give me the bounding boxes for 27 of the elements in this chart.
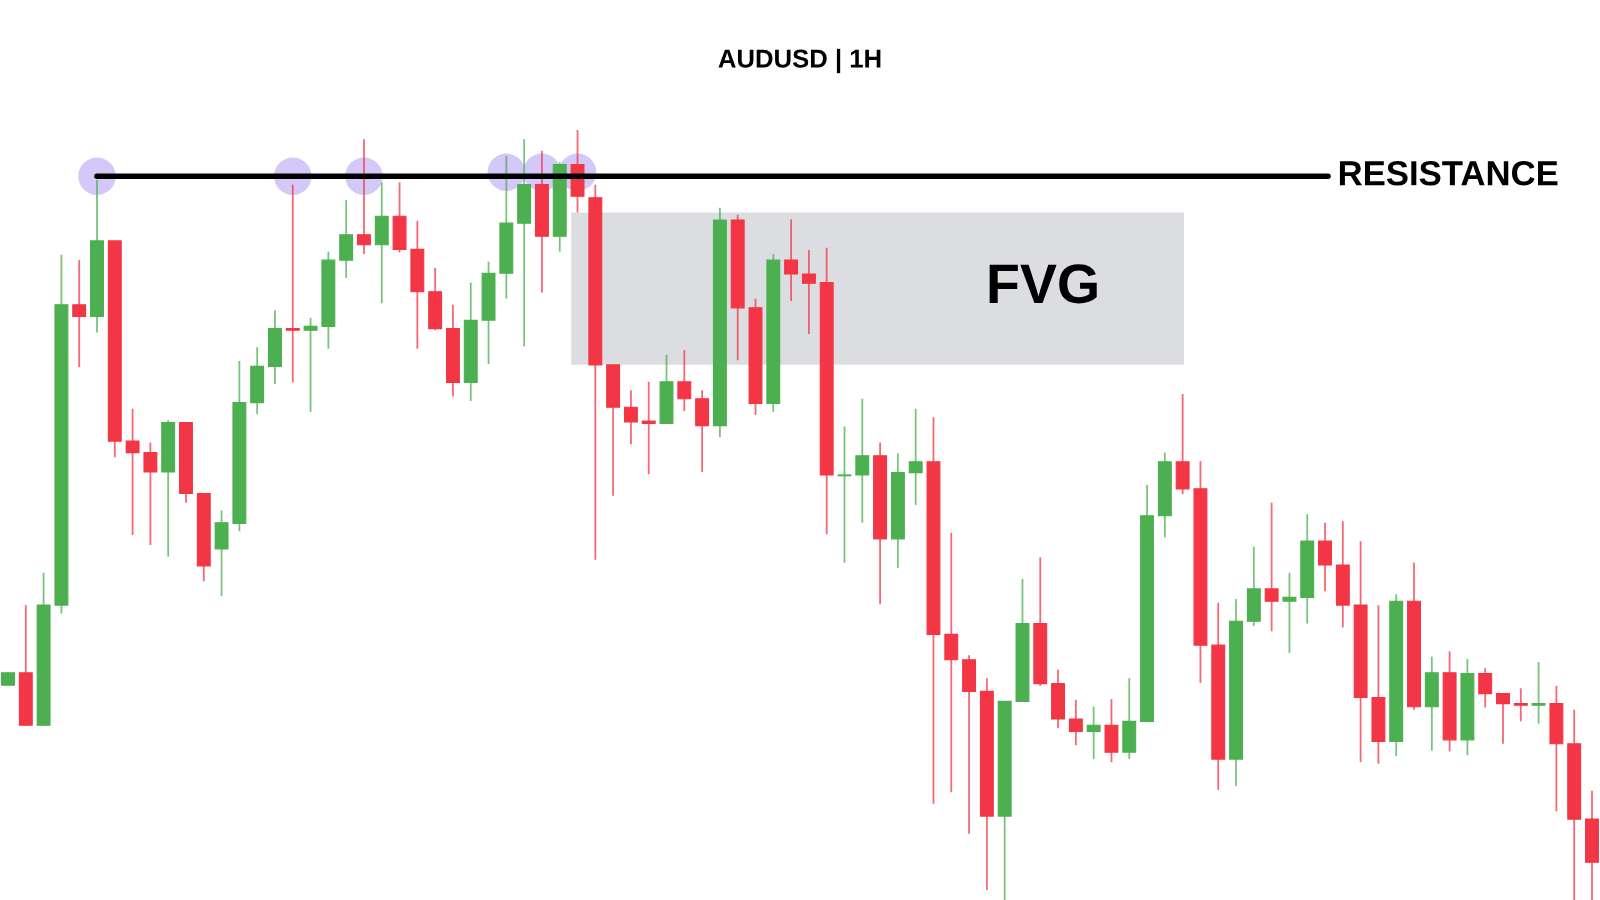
band-label: FVG	[989, 264, 1097, 304]
candlestick	[125, 407, 140, 536]
candlestick	[944, 531, 959, 794]
candlestick	[1513, 687, 1528, 723]
candlestick	[72, 259, 87, 369]
candlestick	[1318, 521, 1332, 593]
candlestick	[1068, 698, 1083, 747]
candlestick	[641, 380, 656, 476]
candlestick	[285, 183, 300, 384]
candlestick	[677, 349, 692, 412]
candlestick	[1478, 667, 1493, 709]
candlestick	[1086, 705, 1101, 760]
candlestick	[784, 218, 799, 302]
candlestick	[1282, 571, 1297, 654]
candlestick	[623, 389, 638, 446]
candlestick	[1496, 692, 1510, 745]
candlestick	[303, 316, 318, 413]
candlestick	[801, 249, 816, 335]
candlestick	[837, 425, 852, 564]
candlestick	[1531, 661, 1546, 725]
candlestick	[143, 441, 158, 546]
candlestick	[356, 138, 371, 255]
ref-line-label: RESISTANCE	[1339, 160, 1558, 186]
candlestick	[908, 407, 923, 506]
chart-title: AUDUSD | 1H	[718, 48, 881, 74]
candlestick	[855, 397, 870, 524]
candlestick	[1264, 501, 1279, 633]
